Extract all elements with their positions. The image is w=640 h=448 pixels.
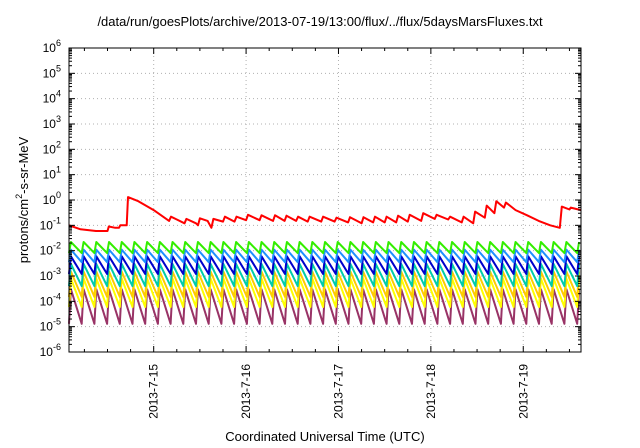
y-tick-base: 10 [40, 218, 54, 232]
x-tick-label: 2013-7-15 [147, 364, 161, 419]
y-tick-label: 10-1 [40, 215, 61, 232]
y-tick-label: 101 [43, 165, 61, 182]
y-axis-label: protons/cm2-s-sr-MeV [14, 136, 31, 263]
x-axis-label: Coordinated Universal Time (UTC) [225, 429, 425, 444]
y-tick-label: 10-5 [40, 317, 61, 334]
y-tick-base: 10 [40, 345, 54, 359]
y-tick-base: 10 [40, 320, 54, 334]
series-line [68, 255, 581, 275]
x-tick-label: 2013-7-17 [331, 364, 345, 419]
y-tick-exponent: 4 [56, 89, 61, 99]
y-tick-label: 10-2 [40, 241, 61, 258]
x-tick-label: 2013-7-18 [424, 364, 438, 419]
y-tick-exponent: -4 [53, 291, 61, 301]
y-tick-base: 10 [40, 269, 54, 283]
y-axis-label-superscript: 2 [14, 194, 24, 199]
y-tick-base: 10 [43, 92, 57, 106]
x-tick-label: 2013-7-19 [516, 364, 530, 419]
y-tick-base: 10 [43, 41, 57, 55]
y-tick-label: 100 [43, 190, 61, 207]
y-tick-label: 103 [43, 114, 61, 131]
y-tick-base: 10 [40, 294, 54, 308]
y-tick-exponent: -5 [53, 317, 61, 327]
y-tick-exponent: -6 [53, 342, 61, 352]
y-tick-exponent: 0 [56, 190, 61, 200]
y-tick-exponent: 1 [56, 165, 61, 175]
series-line [68, 241, 581, 255]
series-line [68, 196, 582, 232]
y-tick-label: 10-3 [40, 266, 61, 283]
y-tick-base: 10 [43, 142, 57, 156]
y-tick-label: 105 [43, 63, 61, 80]
y-tick-exponent: 5 [56, 63, 61, 73]
y-tick-base: 10 [40, 244, 54, 258]
x-tick-label: 2013-7-16 [239, 364, 253, 419]
y-tick-label: 10-6 [40, 342, 61, 359]
series-line [68, 262, 581, 288]
y-tick-label: 104 [43, 89, 61, 106]
series-group [68, 196, 582, 325]
y-tick-exponent: 6 [56, 38, 61, 48]
y-tick-base: 10 [43, 117, 57, 131]
series-line [68, 248, 581, 264]
y-tick-base: 10 [43, 168, 57, 182]
y-tick-label: 102 [43, 139, 61, 156]
chart-title: /data/run/goesPlots/archive/2013-07-19/1… [97, 14, 543, 29]
y-tick-exponent: -2 [53, 241, 61, 251]
y-tick-label: 106 [43, 38, 61, 55]
y-axis-label-part1: protons/cm [16, 199, 31, 263]
y-axis-label-part2: -s-sr-MeV [16, 136, 31, 193]
y-tick-exponent: -3 [53, 266, 61, 276]
svg-text:protons/cm2-s-sr-MeV: protons/cm2-s-sr-MeV [14, 136, 31, 263]
y-tick-exponent: 3 [56, 114, 61, 124]
y-tick-exponent: -1 [53, 215, 61, 225]
y-tick-exponent: 2 [56, 139, 61, 149]
y-tick-label: 10-4 [40, 291, 61, 308]
axis-ticks: 10-610-510-410-310-210-11001011021031041… [40, 38, 581, 419]
y-tick-base: 10 [43, 193, 57, 207]
y-tick-base: 10 [43, 66, 57, 80]
